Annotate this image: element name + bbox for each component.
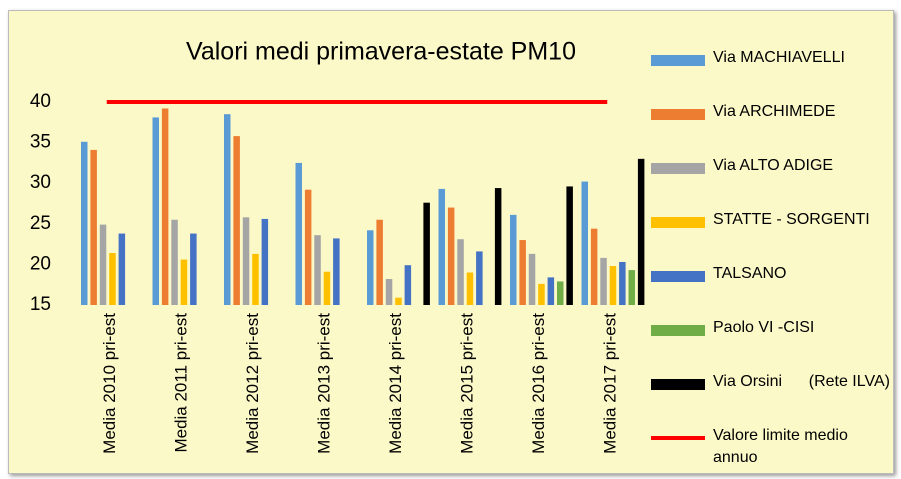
- bar: [590, 228, 598, 305]
- x-tick-label: Media 2014 pri-est: [386, 313, 405, 454]
- x-tick-label: Media 2013 pri-est: [315, 313, 334, 454]
- legend-marker: [651, 163, 705, 174]
- bar: [476, 251, 483, 305]
- y-tick-label: 15: [30, 294, 51, 315]
- chart-frame: Valori medi primavera-estate PM10 15 20 25…: [8, 10, 894, 474]
- bar: [628, 270, 635, 305]
- legend-label: Paolo VI -CISI: [713, 319, 815, 336]
- x-tick-label: Media 2015 pri-est: [458, 313, 477, 454]
- bar: [538, 283, 545, 305]
- legend-marker: [651, 55, 705, 66]
- legend-item: Paolo VI -CISI: [651, 311, 901, 365]
- legend-marker: [651, 379, 705, 390]
- bar: [99, 224, 107, 305]
- legend-item: Valore limite medio annuo: [651, 419, 901, 473]
- bar: [637, 158, 645, 305]
- bar: [557, 281, 564, 305]
- bar: [90, 149, 97, 305]
- chart: Valori medi primavera-estate PM10 15 20 25…: [30, 38, 645, 454]
- bar: [547, 277, 555, 305]
- legend-marker: [651, 217, 705, 228]
- legend-label: Via ALTO ADIGE: [713, 157, 834, 174]
- bar: [447, 207, 455, 305]
- x-tick-label: Media 2010 pri-est: [100, 313, 119, 454]
- legend-item: TALSANO: [651, 257, 901, 311]
- legend: Via MACHIAVELLI Via ARCHIMEDE Via ALTO ADI…: [651, 41, 901, 473]
- bar: [161, 108, 169, 305]
- bar: [180, 259, 188, 305]
- bar: [323, 271, 331, 305]
- y-tick-label: 40: [30, 91, 51, 112]
- y-tick-label: 30: [30, 172, 51, 193]
- y-tick-label: 35: [30, 132, 51, 153]
- bar: [333, 238, 340, 305]
- bar: [118, 233, 126, 305]
- legend-label: Via MACHIAVELLI: [713, 49, 845, 66]
- bar: [367, 230, 374, 305]
- bar: [295, 162, 302, 305]
- legend-marker: [651, 271, 705, 282]
- bar: [423, 202, 430, 305]
- legend-marker: [651, 325, 705, 336]
- bar: [109, 253, 116, 305]
- bar: [304, 189, 312, 305]
- bar: [190, 233, 197, 305]
- legend-marker: [651, 436, 705, 440]
- bar: [395, 297, 402, 305]
- legend-label: Via Orsini (Rete ILVA): [713, 373, 890, 390]
- bar: [152, 117, 159, 305]
- bar: [385, 279, 393, 305]
- bar: [171, 219, 178, 305]
- bar: [252, 253, 259, 305]
- legend-item: Via ARCHIMEDE: [651, 95, 901, 149]
- legend-item: Via MACHIAVELLI: [651, 41, 901, 95]
- bar: [242, 217, 250, 305]
- legend-label: TALSANO: [713, 265, 787, 282]
- y-tick-label: 25: [30, 213, 51, 234]
- bar: [609, 266, 617, 305]
- bar: [438, 188, 445, 305]
- x-tick-label: Media 2017 pri-est: [601, 313, 620, 454]
- x-tick-label: Media 2011 pri-est: [172, 313, 191, 453]
- bar: [457, 239, 464, 305]
- bar: [566, 186, 573, 305]
- bar: [528, 253, 536, 305]
- legend-item: Via Orsini (Rete ILVA): [651, 365, 901, 419]
- y-tick-label: 20: [30, 253, 51, 274]
- bar: [466, 272, 474, 305]
- legend-marker: [651, 109, 705, 120]
- legend-item: STATTE - SORGENTI: [651, 203, 901, 257]
- bar: [600, 257, 607, 305]
- legend-label: Valore limite medio annuo: [713, 427, 853, 466]
- bar: [404, 265, 412, 305]
- bar: [581, 181, 588, 305]
- chart-title: Valori medi primavera-estate PM10: [186, 38, 576, 66]
- bar: [494, 188, 502, 305]
- bar: [619, 261, 626, 305]
- bar: [233, 136, 240, 305]
- bar: [314, 235, 321, 305]
- bar: [81, 141, 88, 305]
- bar: [224, 114, 231, 306]
- x-tick-label: Media 2016 pri-est: [529, 313, 548, 454]
- bar: [376, 219, 383, 305]
- bar: [519, 240, 526, 305]
- x-tick-label: Media 2012 pri-est: [243, 313, 262, 454]
- legend-item: Via ALTO ADIGE: [651, 149, 901, 203]
- legend-label: Via ARCHIMEDE: [713, 103, 836, 120]
- bar: [510, 214, 517, 305]
- bar: [261, 218, 269, 305]
- legend-label: STATTE - SORGENTI: [713, 211, 870, 228]
